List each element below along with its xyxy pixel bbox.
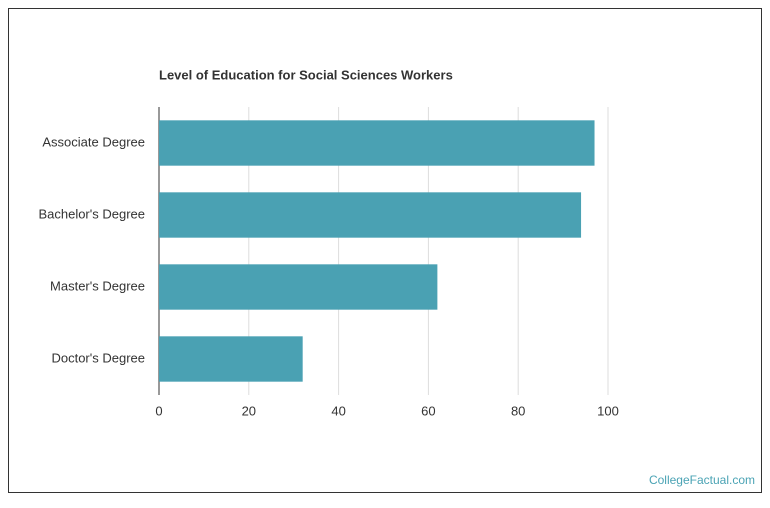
bar [159, 336, 303, 382]
bar [159, 264, 438, 310]
x-tick-label: 80 [511, 403, 525, 418]
bar [159, 120, 595, 166]
y-tick-label: Doctor's Degree [51, 350, 145, 365]
x-tick-label: 0 [155, 403, 162, 418]
x-tick-label: 40 [331, 403, 345, 418]
x-tick-label: 100 [597, 403, 619, 418]
x-tick-label: 60 [421, 403, 435, 418]
footer-link[interactable]: CollegeFactual.com [649, 473, 755, 487]
frame [8, 8, 762, 493]
y-tick-label: Bachelor's Degree [38, 206, 145, 221]
y-tick-label: Master's Degree [50, 278, 145, 293]
chart-title: Level of Education for Social Sciences W… [159, 67, 453, 82]
y-tick-label: Associate Degree [42, 134, 145, 149]
bar [159, 192, 582, 238]
x-tick-label: 20 [242, 403, 256, 418]
